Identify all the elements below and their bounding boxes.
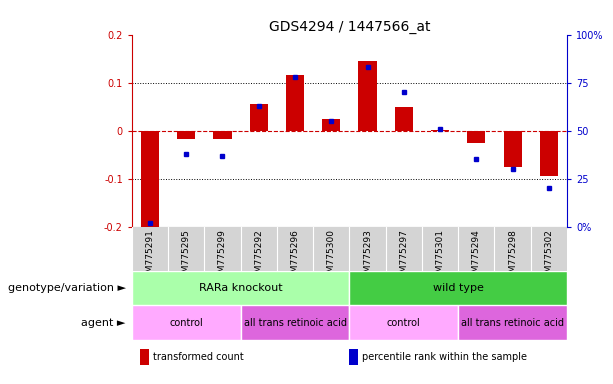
Bar: [132, 305, 240, 340]
Text: all trans retinoic acid: all trans retinoic acid: [461, 318, 564, 328]
Bar: [141, 131, 159, 229]
Bar: [349, 349, 358, 365]
Bar: [540, 131, 558, 176]
Bar: [431, 130, 449, 131]
Text: control: control: [169, 318, 203, 328]
Text: genotype/variation ►: genotype/variation ►: [8, 283, 126, 293]
Text: GSM775301: GSM775301: [436, 229, 444, 284]
Text: RARa knockout: RARa knockout: [199, 283, 283, 293]
Bar: [359, 61, 376, 131]
Bar: [349, 305, 458, 340]
Bar: [213, 131, 232, 139]
Text: GSM775299: GSM775299: [218, 229, 227, 284]
Text: GSM775292: GSM775292: [254, 229, 263, 283]
Text: GSM775297: GSM775297: [399, 229, 408, 284]
Text: GSM775293: GSM775293: [363, 229, 372, 284]
Title: GDS4294 / 1447566_at: GDS4294 / 1447566_at: [268, 20, 430, 33]
Bar: [240, 305, 349, 340]
Bar: [349, 271, 567, 305]
Text: agent ►: agent ►: [82, 318, 126, 328]
Bar: [458, 305, 567, 340]
Text: control: control: [387, 318, 421, 328]
Text: GSM775294: GSM775294: [472, 229, 481, 283]
Bar: [249, 104, 268, 131]
Text: GSM775300: GSM775300: [327, 229, 336, 284]
Bar: [322, 119, 340, 131]
Text: GSM775302: GSM775302: [544, 229, 554, 284]
Text: all trans retinoic acid: all trans retinoic acid: [243, 318, 346, 328]
Bar: [286, 75, 304, 131]
Bar: [503, 131, 522, 167]
Text: percentile rank within the sample: percentile rank within the sample: [362, 352, 527, 362]
Text: transformed count: transformed count: [153, 352, 244, 362]
Bar: [177, 131, 196, 139]
Text: GSM775298: GSM775298: [508, 229, 517, 284]
Text: GSM775295: GSM775295: [181, 229, 191, 284]
Text: GSM775296: GSM775296: [291, 229, 300, 284]
Text: GSM775291: GSM775291: [145, 229, 154, 284]
Bar: [395, 107, 413, 131]
Bar: [467, 131, 485, 142]
Text: wild type: wild type: [433, 283, 484, 293]
Bar: [132, 271, 349, 305]
Bar: [140, 349, 149, 365]
